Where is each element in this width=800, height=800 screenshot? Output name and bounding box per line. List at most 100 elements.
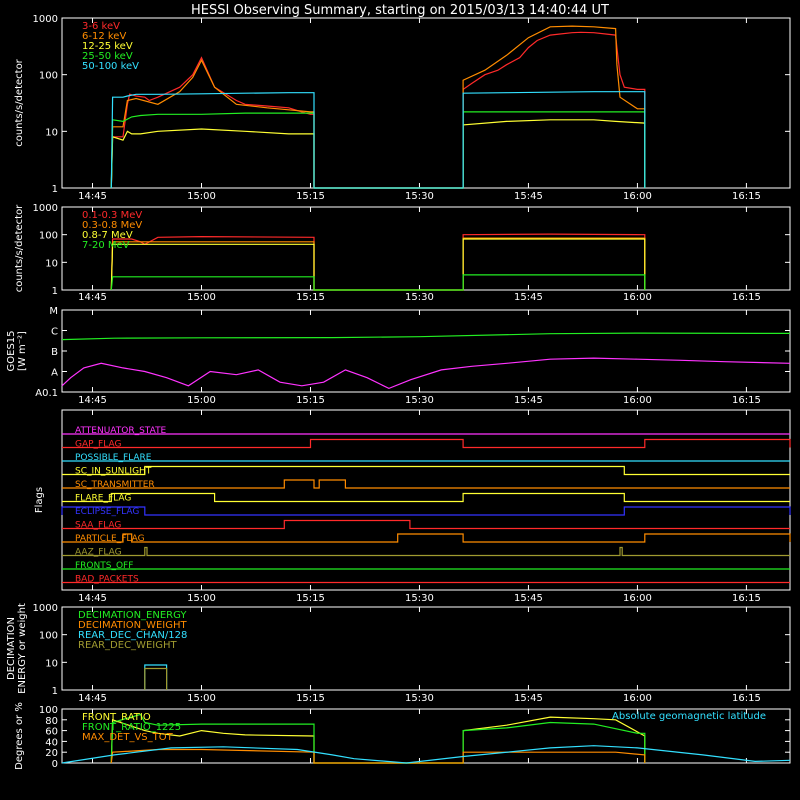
flag-label: ATTENUATOR_STATE bbox=[75, 426, 167, 436]
panel-counts-high: 14:45 15:00 15:15 15:30 15:45 16:00 16:15 1 10 10… bbox=[14, 203, 791, 303]
series-line-front-ratio-1225 bbox=[110, 713, 646, 764]
x-tick-label: 15:30 bbox=[405, 395, 434, 406]
y-axis-label: ENERGY or weight bbox=[17, 603, 28, 694]
flag-label: AAZ_FLAG bbox=[75, 548, 122, 558]
y-tick-label: M bbox=[49, 306, 58, 317]
flag-label: FLARE_FLAG bbox=[75, 494, 131, 504]
y-tick-label: 40 bbox=[45, 737, 58, 748]
x-tick-label: 15:15 bbox=[296, 593, 325, 604]
x-tick-label: 15:15 bbox=[296, 693, 325, 704]
x-tick-label: 16:15 bbox=[732, 191, 761, 202]
y-tick-label: 1000 bbox=[33, 14, 58, 25]
legend-entry: REAR_DEC_WEIGHT bbox=[78, 640, 177, 651]
y-tick-label: 1000 bbox=[33, 603, 58, 614]
x-tick-label: 16:15 bbox=[732, 292, 761, 303]
legend-entry: 7-20 MeV bbox=[82, 240, 130, 251]
legend-entry: 6-12 keV bbox=[82, 31, 126, 42]
series-line-0-1-0-3-mev bbox=[110, 233, 646, 291]
y-axis-label: counts/s/detector bbox=[14, 58, 25, 146]
legend-entry: DECIMATION_WEIGHT bbox=[78, 620, 187, 631]
x-tick-label: 15:45 bbox=[514, 292, 543, 303]
y-tick-label: 10 bbox=[45, 658, 58, 669]
flag-label: SAA_FLAG bbox=[75, 521, 121, 531]
x-tick-label: 15:30 bbox=[405, 191, 434, 202]
chart-title: HESSI Observing Summary, starting on 201… bbox=[191, 3, 609, 18]
flag-line-sc-transmitter bbox=[62, 479, 790, 489]
series-line-rear-dec-weight bbox=[144, 667, 168, 690]
x-tick-label: 16:00 bbox=[623, 693, 652, 704]
y-axis-label: Flags bbox=[34, 487, 45, 513]
legend-entry: 0.1-0.3 MeV bbox=[82, 210, 142, 221]
panel-frame bbox=[61, 606, 791, 691]
y-tick-label: 0 bbox=[52, 759, 58, 770]
x-tick-label: 15:30 bbox=[405, 693, 434, 704]
y-axis-label: [W m⁻²] bbox=[17, 331, 28, 371]
legend-entry: 3-6 keV bbox=[82, 21, 120, 32]
x-tick-label: 15:00 bbox=[187, 693, 216, 704]
series-line-unnamed-3 bbox=[61, 745, 791, 764]
y-tick-label: A0.1 bbox=[35, 388, 58, 399]
x-tick-label: 15:45 bbox=[514, 593, 543, 604]
flag-label: FRONTS_OFF bbox=[75, 561, 133, 571]
flag-label: POSSIBLE_FLARE bbox=[75, 453, 152, 463]
x-tick-label: 15:45 bbox=[514, 693, 543, 704]
flag-label: SC_TRANSMITTER bbox=[75, 480, 155, 490]
x-tick-label: 15:00 bbox=[187, 191, 216, 202]
y-tick-label: C bbox=[51, 327, 58, 338]
x-tick-label: 15:45 bbox=[514, 191, 543, 202]
legend-entry: 12-25 keV bbox=[82, 41, 133, 52]
legend-entry: 0.3-0.8 MeV bbox=[82, 220, 142, 231]
y-tick-label: 10 bbox=[45, 127, 58, 138]
flag-line-flare-flag bbox=[62, 492, 790, 503]
y-tick-label: 1 bbox=[52, 286, 58, 297]
x-tick-label: 14:45 bbox=[78, 395, 107, 406]
y-axis-label: counts/s/detector bbox=[14, 204, 25, 292]
flag-line-eclipse-flag bbox=[61, 506, 791, 516]
y-tick-label: B bbox=[51, 347, 58, 358]
y-axis-label: GOES15 bbox=[6, 330, 17, 371]
panel-flags: 14:45 15:00 15:15 15:30 15:45 16:00 16:15 Flags… bbox=[34, 409, 791, 604]
x-tick-label: 16:00 bbox=[623, 593, 652, 604]
legend-entry: DECIMATION_ENERGY bbox=[78, 610, 187, 621]
legend-entry: MAX_DET_VS_TOT bbox=[82, 732, 174, 743]
x-tick-label: 15:00 bbox=[187, 593, 216, 604]
panel-frame bbox=[61, 206, 791, 291]
series-line-unnamed-0 bbox=[61, 332, 791, 341]
legend-entry: FRONT_RATIO_1225 bbox=[82, 722, 181, 733]
panel-frame bbox=[61, 409, 791, 591]
series-line-unnamed-1 bbox=[61, 357, 791, 390]
panel-goes: 14:45 15:00 15:15 15:30 15:45 16:00 16:15 A0.1 A… bbox=[6, 306, 791, 406]
flag-line-aaz-flag bbox=[62, 546, 790, 557]
y-tick-label: 1 bbox=[52, 686, 58, 697]
panel-decimation: 14:45 15:00 15:15 15:30 15:45 16:00 16:15 1 10 10… bbox=[6, 603, 791, 704]
x-tick-label: 14:45 bbox=[78, 593, 107, 604]
flag-label: BAD_PACKETS bbox=[75, 575, 139, 585]
y-tick-label: 80 bbox=[45, 716, 58, 727]
series-line-0-8-7-mev bbox=[110, 238, 646, 291]
flag-label: SC_IN_SUNLIGHT bbox=[75, 467, 152, 477]
flag-label: PARTICLE_FLAG bbox=[75, 534, 145, 544]
legend-entry: 0.8-7 MeV bbox=[82, 230, 133, 241]
x-tick-label: 15:15 bbox=[296, 191, 325, 202]
y-tick-label: 20 bbox=[45, 748, 58, 759]
series-line-0-3-0-8-mev bbox=[110, 237, 646, 291]
x-tick-label: 16:15 bbox=[732, 593, 761, 604]
flag-line-saa-flag bbox=[62, 519, 790, 530]
panel-counts-low: 14:45 15:00 15:15 15:30 15:45 16:00 16:15 1 10 10… bbox=[14, 14, 791, 202]
series-line-12-25-kev bbox=[110, 119, 646, 189]
flag-line-sc-in-sunlight bbox=[62, 465, 790, 476]
panel-frame bbox=[61, 17, 791, 189]
x-tick-label: 14:45 bbox=[78, 693, 107, 704]
flag-line-gap-flag bbox=[62, 438, 791, 449]
y-tick-label: 100 bbox=[39, 705, 58, 716]
series-line-7-20-mev bbox=[110, 274, 646, 291]
legend-entry: 50-100 keV bbox=[82, 61, 139, 72]
x-tick-label: 16:00 bbox=[623, 191, 652, 202]
y-tick-label: A bbox=[51, 368, 58, 379]
series-line-50-100-kev bbox=[110, 91, 646, 189]
x-tick-label: 15:15 bbox=[296, 292, 325, 303]
flag-label: ECLIPSE_FLAG bbox=[75, 507, 139, 517]
x-tick-label: 14:45 bbox=[78, 292, 107, 303]
